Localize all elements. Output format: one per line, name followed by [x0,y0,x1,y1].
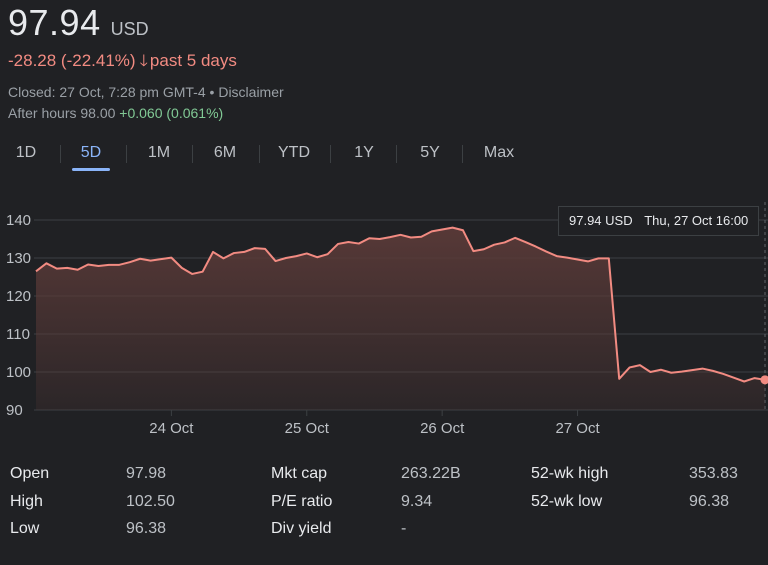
tab-divider [396,145,397,163]
after-hours-label: After hours 98.00 [8,105,116,121]
tooltip-price: 97.94 USD [569,213,633,228]
x-tick-label: 26 Oct [420,420,465,437]
tab-5d[interactable]: 5D [72,140,110,171]
stat-pe-value: 9.34 [401,493,433,510]
stat-div-value: - [401,520,407,537]
tab-divider [60,145,61,163]
tab-5y[interactable]: 5Y [420,144,440,161]
stat-mktcap-label: Mkt cap [271,465,328,482]
tab-1y[interactable]: 1Y [354,144,374,161]
price-chart-svg[interactable]: 140 130 120 110 100 90 24 Oct 25 Oct 26 Oct 27 Oc… [0,190,768,440]
stat-open-value: 97.98 [126,465,167,482]
tab-divider [192,145,193,163]
current-price: 97.94 [8,2,101,43]
stats-row: Open 97.98 Mkt cap 263.22B 52-wk high 35… [0,460,768,488]
stat-52wk-high-label: 52-wk high [531,465,609,482]
tab-divider [259,145,260,163]
stat-low-label: Low [10,520,40,537]
tooltip-time: Thu, 27 Oct 16:00 [644,213,749,228]
price-change: -28.28 (-22.41%) 🡓 past 5 days [8,50,237,77]
tab-divider [462,145,463,163]
stat-pe-label: P/E ratio [271,493,333,510]
y-tick-label: 90 [6,402,23,419]
stat-low-value: 96.38 [126,520,167,537]
currency-label: USD [110,19,149,39]
closed-text: Closed: 27 Oct, 7:28 pm GMT-4 [8,84,206,100]
stat-high-label: High [10,493,43,510]
after-hours: After hours 98.00 +0.060 (0.061%) [8,105,223,121]
x-tick-label: 24 Oct [149,420,194,437]
stat-div-label: Div yield [271,520,332,537]
stats-row: Low 96.38 Div yield - [0,515,768,543]
chart-tooltip: 97.94 USD Thu, 27 Oct 16:00 [558,206,760,236]
tab-6m[interactable]: 6M [213,144,237,161]
price-chart[interactable]: 140 130 120 110 100 90 24 Oct 25 Oct 26 Oct 27 Oc… [0,190,768,440]
tab-ytd[interactable]: YTD [278,144,310,161]
stat-mktcap-value: 263.22B [401,465,461,482]
arrow-down-icon: 🡓 [139,53,148,70]
tab-1d[interactable]: 1D [15,144,37,161]
y-tick-label: 140 [6,212,31,229]
tab-divider [330,145,331,163]
stats-row: High 102.50 P/E ratio 9.34 52-wk low 96.… [0,488,768,516]
stat-open-label: Open [10,465,50,482]
y-tick-label: 120 [6,288,31,305]
disclaimer-link[interactable]: Disclaimer [218,84,284,100]
after-hours-change: +0.060 (0.061%) [119,105,224,121]
stat-52wk-low-value: 96.38 [689,493,730,510]
tab-1m[interactable]: 1M [147,144,171,161]
tab-divider [126,145,127,163]
tab-max[interactable]: Max [483,144,515,161]
y-tick-label: 100 [6,364,31,381]
price-header: 97.94 USD [8,0,149,46]
x-tick-label: 25 Oct [285,420,330,437]
y-tick-label: 130 [6,250,31,267]
stat-52wk-low-label: 52-wk low [531,493,603,510]
x-tick-label: 27 Oct [555,420,600,437]
change-value: -28.28 (-22.41%) [8,51,136,70]
stat-high-value: 102.50 [126,493,175,510]
range-tabs: 1D 5D 1M 6M YTD 1Y 5Y Max [0,140,540,172]
price-line [35,226,766,383]
market-status: Closed: 27 Oct, 7:28 pm GMT-4 • Disclaim… [8,84,284,100]
stat-52wk-high-value: 353.83 [689,465,738,482]
y-tick-label: 110 [6,326,30,343]
current-price-dot [760,375,768,385]
change-period: past 5 days [149,51,237,70]
area-fill [36,227,765,410]
